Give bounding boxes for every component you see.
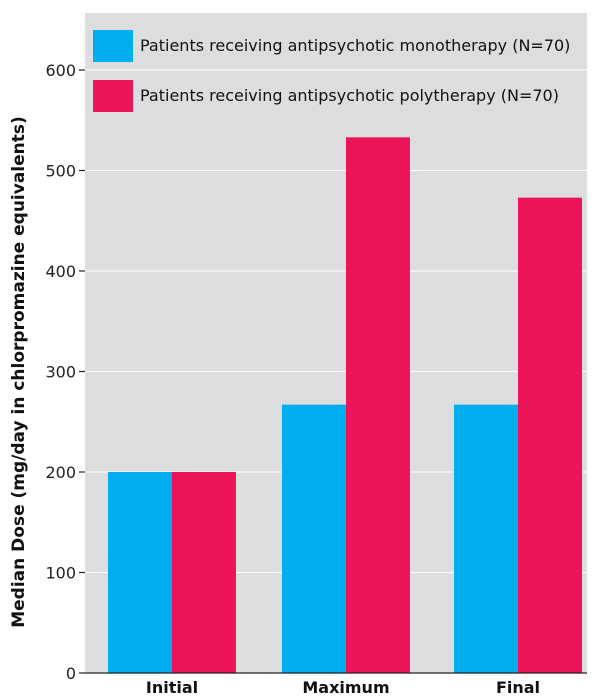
bar-polytherapy-initial bbox=[172, 472, 236, 673]
bar-monotherapy-maximum bbox=[282, 404, 346, 673]
bar-polytherapy-maximum bbox=[346, 137, 410, 673]
y-tick-label: 0 bbox=[66, 664, 76, 683]
bar-monotherapy-initial bbox=[108, 472, 172, 673]
legend-label: Patients receiving antipsychotic polythe… bbox=[140, 86, 559, 105]
y-tick-label: 600 bbox=[45, 61, 76, 80]
bars bbox=[108, 137, 582, 673]
legend: Patients receiving antipsychotic monothe… bbox=[93, 30, 570, 112]
x-tick-label: Initial bbox=[146, 678, 198, 697]
legend-label: Patients receiving antipsychotic monothe… bbox=[140, 36, 570, 55]
y-tick-label: 400 bbox=[45, 262, 76, 281]
x-axis-labels: Initial Maximum Final bbox=[146, 678, 540, 697]
x-tick-label: Maximum bbox=[302, 678, 389, 697]
x-tick-label: Final bbox=[496, 678, 540, 697]
legend-swatch bbox=[93, 30, 133, 62]
y-tick-label: 100 bbox=[45, 564, 76, 583]
y-tick-label: 300 bbox=[45, 363, 76, 382]
y-tick-label: 500 bbox=[45, 162, 76, 181]
y-axis-title: Median Dose (mg/day in chlorpromazine eq… bbox=[9, 116, 29, 628]
bar-monotherapy-final bbox=[454, 404, 518, 673]
legend-swatch bbox=[93, 80, 133, 112]
bar-polytherapy-final bbox=[518, 197, 582, 673]
y-tick-label: 200 bbox=[45, 463, 76, 482]
y-axis-ticks: 0 100 200 300 400 500 600 bbox=[45, 61, 85, 683]
